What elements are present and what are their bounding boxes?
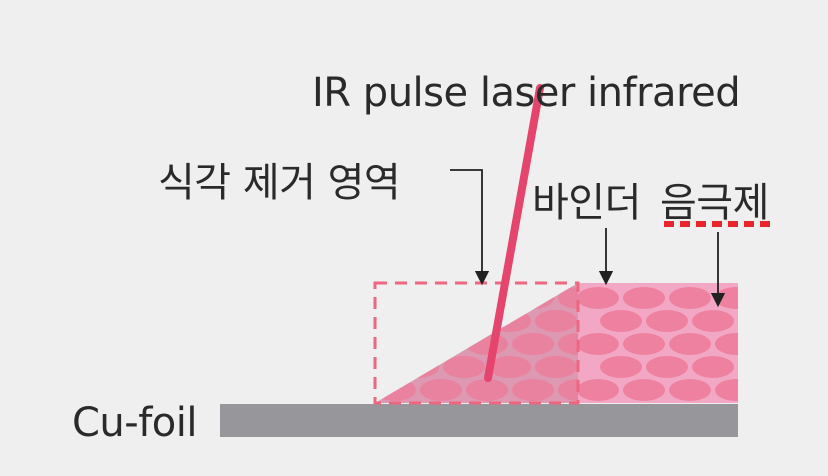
particle	[512, 333, 554, 355]
particle	[738, 356, 780, 378]
particle	[558, 287, 578, 309]
cu-foil-label: Cu-foil	[72, 400, 198, 446]
particle	[558, 333, 578, 355]
particle	[578, 333, 619, 355]
coating-particles	[578, 287, 780, 401]
laser-label: IR pulse laser infrared	[312, 70, 741, 116]
particle	[669, 379, 711, 401]
particle	[623, 287, 665, 309]
particle	[375, 379, 416, 401]
particle	[692, 356, 734, 378]
etch-region-label: 식각 제거 영역	[158, 160, 401, 206]
particle	[375, 333, 416, 355]
particle	[535, 310, 577, 332]
particle	[443, 310, 485, 332]
particle	[489, 356, 531, 378]
particle	[669, 287, 711, 309]
particle	[623, 379, 665, 401]
particle	[443, 356, 485, 378]
particle	[715, 379, 738, 401]
anode-material-label: 음극제	[660, 180, 769, 226]
particle	[466, 333, 508, 355]
particle	[692, 310, 734, 332]
particle	[578, 379, 619, 401]
particle	[466, 379, 508, 401]
etched-particles	[375, 287, 578, 401]
particle	[600, 310, 642, 332]
particle	[715, 287, 738, 309]
particle	[397, 310, 439, 332]
laser-beam	[484, 84, 544, 382]
particle	[375, 287, 416, 309]
particle	[512, 379, 554, 401]
particle	[558, 379, 578, 401]
particle	[535, 356, 577, 378]
particle	[623, 333, 665, 355]
particle	[646, 310, 688, 332]
particle	[512, 287, 554, 309]
particle	[715, 333, 738, 355]
particle	[420, 287, 462, 309]
etch-region-arrow	[450, 169, 490, 286]
cu-foil	[220, 404, 738, 437]
particle	[600, 356, 642, 378]
binder-label: 바인더	[532, 180, 641, 226]
particle	[669, 333, 711, 355]
particle	[397, 356, 439, 378]
particle	[646, 356, 688, 378]
particle	[578, 287, 619, 309]
particle	[420, 333, 462, 355]
particle	[420, 379, 462, 401]
particle	[738, 310, 780, 332]
